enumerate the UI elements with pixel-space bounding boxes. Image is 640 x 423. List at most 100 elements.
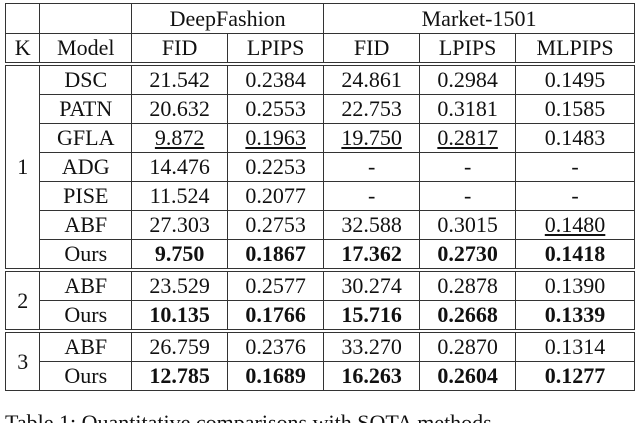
table-row: PISE 11.524 0.2077 - - - [6,181,635,211]
column-header: FID [323,33,421,65]
cell-text: 0.2870 [437,334,498,359]
column-header: LPIPS [227,33,325,65]
value-cell: 0.1314 [515,329,635,362]
cell-text: - [463,183,472,208]
cell-text: 0.2984 [437,67,498,92]
value-cell: 16.263 [323,361,421,391]
cell-text: 0.2384 [245,67,306,92]
cell-text: GFLA [57,125,115,150]
cell-text: 10.135 [149,302,210,327]
value-cell: 0.2577 [227,268,325,301]
cell-text: 0.2376 [245,334,306,359]
cell-text: PATN [59,96,113,121]
model-cell: ADG [39,152,133,182]
value-cell: 0.2817 [419,123,517,153]
cell-text: 0.1585 [544,96,606,121]
cell-text: 21.542 [149,67,210,92]
cell-text: MLPIPS [536,35,614,60]
value-cell: 33.270 [323,329,421,362]
cell-text: 3 [17,348,29,374]
cell-text: ABF [64,212,108,237]
value-cell: 17.362 [323,239,421,271]
cell-text: ABF [64,334,108,359]
value-cell: - [515,152,635,182]
model-cell: Ours [39,300,133,332]
value-cell: 0.2077 [227,181,325,211]
value-cell: 27.303 [131,210,229,240]
k-cell: 1 [4,62,41,271]
value-cell: 0.1483 [515,123,635,153]
model-cell: Ours [39,361,133,391]
cell-text: 9.872 [154,125,205,150]
value-cell: 19.750 [323,123,421,153]
cell-text: 33.270 [341,334,402,359]
value-cell: 0.1339 [515,300,635,332]
cell-text: 17.362 [341,241,402,266]
cell-text: 14.476 [149,154,210,179]
value-cell: 11.524 [131,181,229,211]
cell-text: ADG [61,154,110,179]
k-cell: 3 [4,329,41,391]
model-cell: ABF [39,268,133,301]
table-row: ABF 27.303 0.2753 32.588 0.3015 0.1480 [6,210,635,240]
cell-text: 11.524 [149,183,210,208]
value-cell: 0.1480 [515,210,635,240]
column-header: FID [131,33,229,65]
dataset-header: DeepFashion [131,3,325,34]
cell-text: DSC [64,67,108,92]
value-cell: 0.2253 [227,152,325,182]
column-header: Model [39,33,133,65]
empty-cell [4,3,41,34]
value-cell: 26.759 [131,329,229,362]
cell-text: 0.2668 [437,302,498,327]
cell-text: - [367,183,376,208]
cell-text: 9.750 [154,241,205,266]
value-cell: 0.2870 [419,329,517,362]
cell-text: 0.2553 [245,96,306,121]
cell-text: 0.2730 [437,241,498,266]
value-cell: 12.785 [131,361,229,391]
value-cell: 0.2984 [419,62,517,95]
value-cell: - [323,181,421,211]
value-cell: 0.2753 [227,210,325,240]
cell-text: 24.861 [341,67,402,92]
cell-text: 0.1495 [544,67,606,92]
cell-text: LPIPS [246,35,305,60]
value-cell: 9.872 [131,123,229,153]
cell-text: 20.632 [149,96,210,121]
cell-text: 0.1418 [544,241,606,266]
table-row: PATN 20.632 0.2553 22.753 0.3181 0.1585 [6,94,635,124]
cell-text: 0.2077 [245,183,306,208]
cell-text: - [367,154,376,179]
column-header: LPIPS [419,33,517,65]
cell-text: FID [353,35,390,60]
table-row: 1 DSC 21.542 0.2384 24.861 0.2984 0.1495 [4,62,635,271]
cell-text: 22.753 [341,96,402,121]
value-cell: 15.716 [323,300,421,332]
value-cell: 9.750 [131,239,229,271]
caption: Table 1: Quantitative comparisons with S… [5,410,492,423]
cell-text: - [571,183,579,208]
cell-text: 0.1689 [245,363,306,388]
cell-text: PISE [63,183,109,208]
table-row: 3 ABF 26.759 0.2376 33.270 0.2870 0.1314 [4,329,635,391]
model-cell: ABF [39,210,133,240]
value-cell: - [323,152,421,182]
table-row: Ours 12.785 0.1689 16.263 0.2604 0.1277 [6,361,635,391]
value-cell: 0.1277 [515,361,635,391]
value-cell: 32.588 [323,210,421,240]
cell-text: Ours [64,241,108,266]
cell-text: 16.263 [341,363,402,388]
table-row: DeepFashion Market-1501 [4,3,635,34]
value-cell: 30.274 [323,268,421,301]
column-header: K [4,33,41,65]
cell-text: - [463,154,472,179]
value-cell: 23.529 [131,268,229,301]
cell-text: 0.3181 [437,96,498,121]
cell-text: 0.1483 [544,125,606,150]
value-cell: 21.542 [131,62,229,95]
cell-text: 1 [17,154,29,179]
cell-text: 0.2878 [437,273,498,298]
cell-text: 23.529 [149,273,210,298]
